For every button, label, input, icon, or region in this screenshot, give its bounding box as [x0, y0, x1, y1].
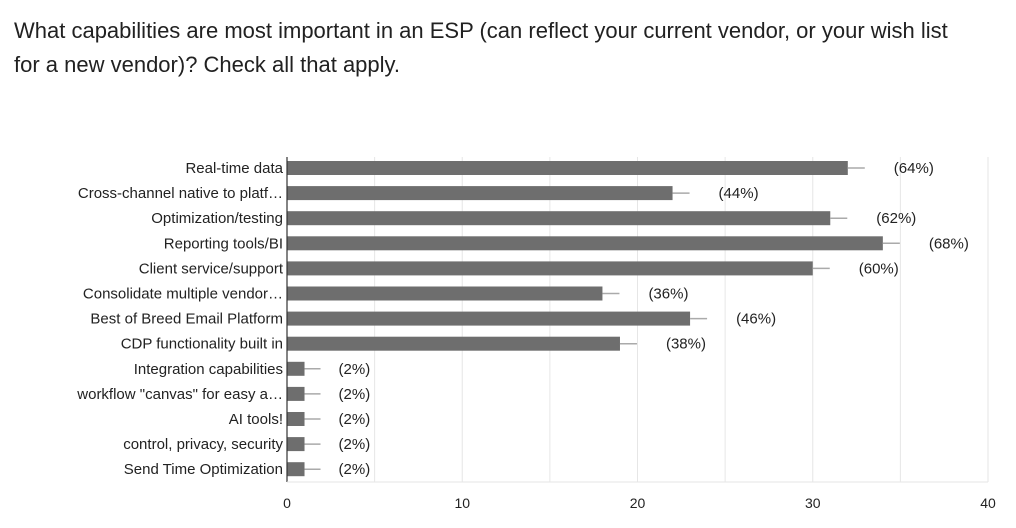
bar [287, 462, 305, 477]
bar [287, 336, 620, 351]
x-tick-label: 10 [454, 495, 470, 511]
data-label: (36%) [648, 286, 688, 303]
category-label: Client service/support [139, 260, 284, 277]
data-label: (62%) [876, 210, 916, 227]
category-label: Best of Breed Email Platform [90, 311, 283, 328]
data-label: (2%) [339, 386, 371, 403]
data-label: (64%) [894, 160, 934, 177]
x-tick-label: 20 [630, 495, 646, 511]
category-label: Reporting tools/BI [164, 235, 283, 252]
category-label: Cross-channel native to platf… [78, 185, 283, 202]
data-label: (60%) [859, 260, 899, 277]
question-title: What capabilities are most important in … [14, 18, 948, 77]
data-label: (2%) [339, 361, 371, 378]
category-label: CDP functionality built in [121, 336, 283, 353]
data-label: (2%) [339, 461, 371, 478]
bar [287, 161, 848, 175]
category-label: Real-time data [185, 160, 283, 177]
data-label: (38%) [666, 336, 706, 353]
bar [287, 412, 305, 426]
bar [287, 261, 813, 276]
x-tick-label: 0 [283, 495, 291, 511]
category-label: Integration capabilities [134, 361, 283, 378]
data-label: (2%) [339, 411, 371, 428]
x-tick-label: 30 [805, 495, 821, 511]
bar [287, 186, 673, 201]
bar [287, 386, 305, 401]
data-label: (46%) [736, 311, 776, 328]
bar [287, 437, 305, 452]
category-label: Consolidate multiple vendor… [83, 286, 283, 303]
data-label: (2%) [339, 436, 371, 453]
bar [287, 211, 831, 226]
bar [287, 361, 305, 376]
bar [287, 236, 883, 251]
data-label: (68%) [929, 235, 969, 252]
category-label: workflow "canvas" for easy a… [76, 386, 283, 403]
category-label: Optimization/testing [151, 210, 283, 227]
category-label: control, privacy, security [123, 436, 283, 453]
bar [287, 286, 603, 301]
data-label: (44%) [719, 185, 759, 202]
category-label: AI tools! [229, 411, 283, 428]
category-label: Send Time Optimization [124, 461, 283, 478]
bar [287, 311, 691, 326]
x-tick-label: 40 [980, 495, 996, 511]
